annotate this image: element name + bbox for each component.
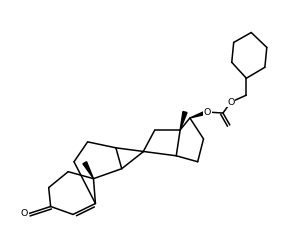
Polygon shape	[83, 162, 94, 179]
Text: O: O	[20, 209, 28, 218]
Text: O: O	[204, 108, 211, 117]
Polygon shape	[180, 111, 187, 130]
Text: O: O	[227, 98, 234, 107]
Polygon shape	[190, 110, 208, 118]
